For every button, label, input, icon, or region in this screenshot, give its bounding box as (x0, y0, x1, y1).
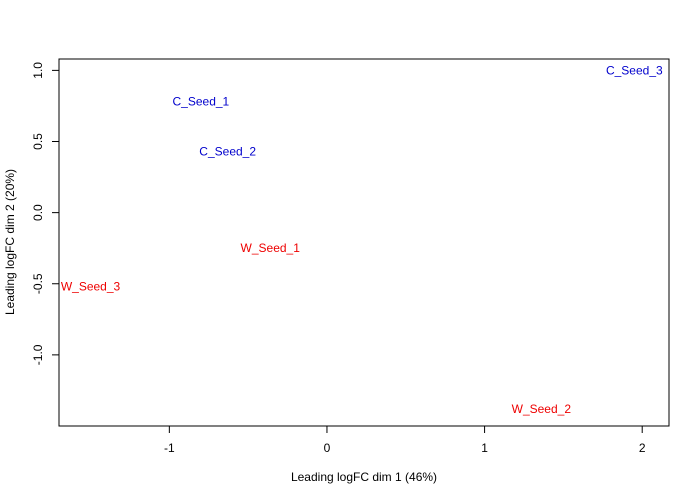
x-tick-label: 1 (481, 441, 488, 455)
x-axis-title: Leading logFC dim 1 (46%) (291, 470, 437, 484)
y-tick-label: 0.0 (31, 204, 45, 221)
y-tick-label: 0.5 (31, 133, 45, 150)
y-axis-title: Leading logFC dim 2 (20%) (3, 169, 17, 315)
y-tick-label: -0.5 (31, 273, 45, 294)
point-label-w-seed-3: W_Seed_3 (61, 280, 121, 294)
point-label-c-seed-1: C_Seed_1 (173, 95, 230, 109)
point-label-w-seed-2: W_Seed_2 (512, 402, 572, 416)
x-tick-label: 0 (324, 441, 331, 455)
point-labels-group: C_Seed_1 C_Seed_2 C_Seed_3 W_Seed_1 W_Seed_2… (61, 63, 663, 416)
point-label-w-seed-1: W_Seed_1 (241, 241, 301, 255)
point-label-c-seed-3: C_Seed_3 (606, 63, 663, 77)
y-tick-label: -1.0 (31, 344, 45, 365)
y-tick-label: 1.0 (31, 62, 45, 79)
point-label-c-seed-2: C_Seed_2 (199, 144, 256, 158)
y-axis: -1.0 -0.5 0.0 0.5 1.0 (31, 62, 60, 365)
x-tick-label: -1 (164, 441, 175, 455)
x-tick-label: 2 (639, 441, 646, 455)
x-axis: -1 0 1 2 (164, 425, 646, 455)
